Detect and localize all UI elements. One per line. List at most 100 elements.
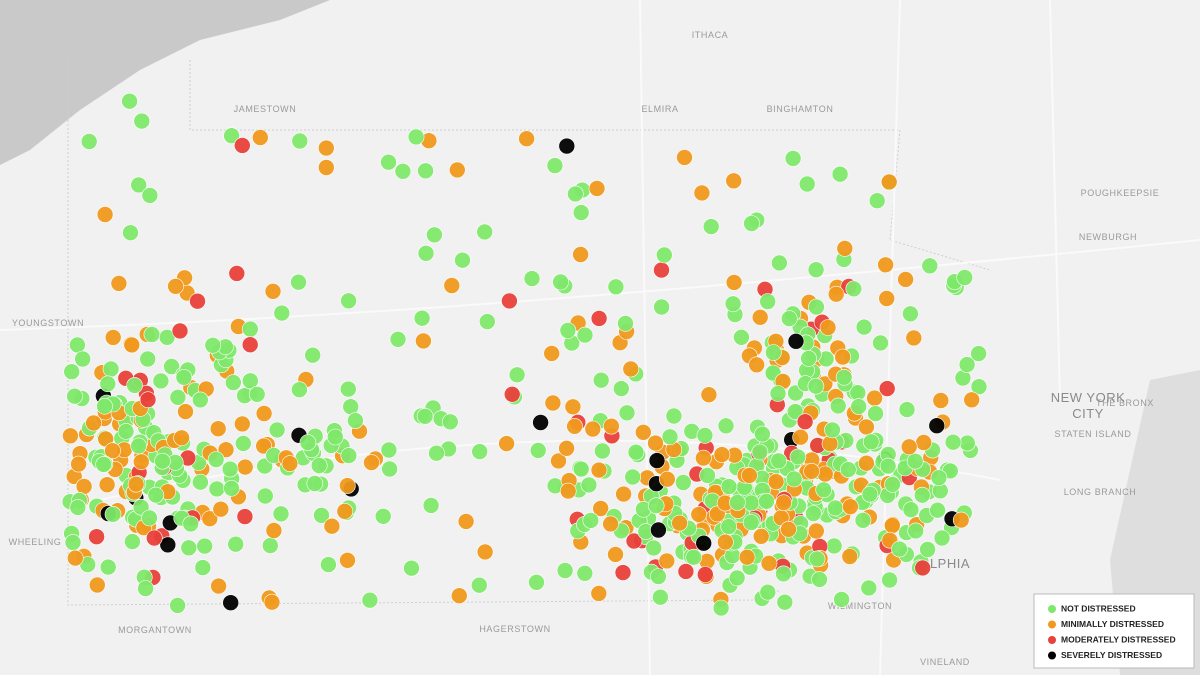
site-dot bbox=[883, 517, 901, 534]
site-dot bbox=[787, 332, 805, 350]
site-dot bbox=[829, 397, 847, 415]
site-dot bbox=[320, 556, 337, 573]
site-dot bbox=[824, 421, 841, 439]
site-dot bbox=[717, 533, 734, 551]
legend-swatch bbox=[1048, 636, 1056, 644]
site-dot bbox=[326, 428, 344, 446]
site-dot bbox=[394, 163, 412, 180]
site-dot bbox=[952, 511, 970, 529]
site-dot bbox=[592, 371, 610, 389]
site-dot bbox=[306, 475, 324, 492]
site-dot bbox=[776, 593, 794, 611]
site-dot bbox=[742, 514, 760, 531]
site-dot bbox=[572, 204, 590, 221]
site-dot bbox=[963, 391, 981, 409]
site-dot bbox=[868, 192, 886, 209]
site-dot bbox=[858, 454, 875, 472]
site-dot bbox=[836, 240, 854, 257]
site-dot bbox=[807, 522, 825, 540]
site-dot bbox=[223, 127, 240, 144]
site-dot bbox=[930, 469, 948, 487]
legend: NOT DISTRESSED MINIMALLY DISTRESSED MODERA… bbox=[1033, 593, 1195, 669]
site-dot bbox=[695, 534, 713, 552]
place-label: WHEELING bbox=[9, 537, 62, 547]
site-dot bbox=[523, 270, 541, 287]
site-dot bbox=[580, 476, 598, 494]
site-dot bbox=[559, 482, 577, 500]
site-dot bbox=[62, 427, 79, 445]
site-dot bbox=[152, 372, 170, 390]
place-label: NEWBURGH bbox=[1079, 232, 1137, 242]
site-dot bbox=[470, 576, 488, 594]
site-dot bbox=[340, 292, 357, 310]
site-dot bbox=[661, 428, 679, 446]
site-dot bbox=[182, 515, 199, 533]
site-dot bbox=[906, 452, 924, 470]
site-dot bbox=[612, 380, 630, 397]
site-dot bbox=[543, 345, 561, 362]
site-dot bbox=[807, 377, 825, 395]
site-dot bbox=[528, 573, 545, 591]
site-dot bbox=[720, 478, 738, 495]
site-dot bbox=[625, 532, 643, 550]
site-dot bbox=[780, 310, 798, 327]
site-dot bbox=[63, 363, 80, 381]
site-dot bbox=[70, 455, 87, 473]
site-dot bbox=[897, 271, 914, 288]
site-dot bbox=[221, 460, 239, 478]
place-label: ITHACA bbox=[692, 30, 729, 40]
site-dot bbox=[256, 487, 274, 505]
site-dot bbox=[674, 474, 692, 491]
site-dot bbox=[342, 398, 360, 416]
site-dot bbox=[647, 497, 665, 515]
site-dot bbox=[127, 475, 145, 493]
place-label: CITY bbox=[1072, 406, 1104, 421]
site-dot bbox=[173, 429, 190, 447]
site-dot bbox=[861, 485, 879, 503]
site-dot bbox=[771, 254, 788, 272]
site-dot bbox=[754, 425, 771, 443]
site-dot bbox=[478, 313, 496, 330]
site-dot bbox=[159, 536, 177, 554]
site-dot bbox=[956, 269, 974, 286]
site-dot bbox=[720, 518, 738, 535]
site-dot bbox=[167, 277, 184, 295]
site-dot bbox=[592, 500, 610, 517]
site-dot bbox=[201, 510, 219, 528]
site-dot bbox=[448, 161, 466, 179]
site-dot bbox=[317, 139, 335, 157]
site-dot bbox=[380, 153, 397, 171]
site-dot bbox=[798, 175, 816, 193]
site-dot bbox=[622, 360, 640, 378]
site-dot bbox=[617, 315, 634, 332]
place-label: LPHIA bbox=[930, 556, 970, 571]
site-dot bbox=[729, 494, 746, 511]
site-dot bbox=[529, 442, 547, 459]
site-dot bbox=[650, 568, 667, 585]
site-dot bbox=[878, 290, 896, 307]
site-dot bbox=[426, 226, 443, 244]
place-label: ELMIRA bbox=[641, 104, 678, 114]
site-dot bbox=[928, 417, 946, 435]
site-dot bbox=[780, 520, 797, 538]
site-dot bbox=[699, 467, 716, 484]
site-dot bbox=[743, 215, 760, 232]
site-dot bbox=[933, 529, 951, 547]
site-dot bbox=[733, 328, 750, 346]
site-dot bbox=[476, 543, 494, 561]
site-dot bbox=[634, 423, 652, 441]
site-dot bbox=[572, 460, 590, 478]
site-dot bbox=[171, 322, 189, 340]
site-dot bbox=[958, 356, 976, 373]
site-dot bbox=[760, 554, 778, 572]
legend-label: NOT DISTRESSED bbox=[1061, 603, 1136, 613]
site-dot bbox=[89, 576, 106, 594]
site-dot bbox=[758, 492, 775, 510]
site-dot bbox=[751, 443, 769, 461]
site-dot bbox=[582, 512, 600, 529]
site-dot bbox=[881, 571, 898, 589]
site-dot bbox=[607, 278, 625, 296]
site-dot bbox=[915, 434, 933, 451]
site-dot bbox=[139, 391, 157, 409]
site-dot bbox=[422, 497, 440, 514]
